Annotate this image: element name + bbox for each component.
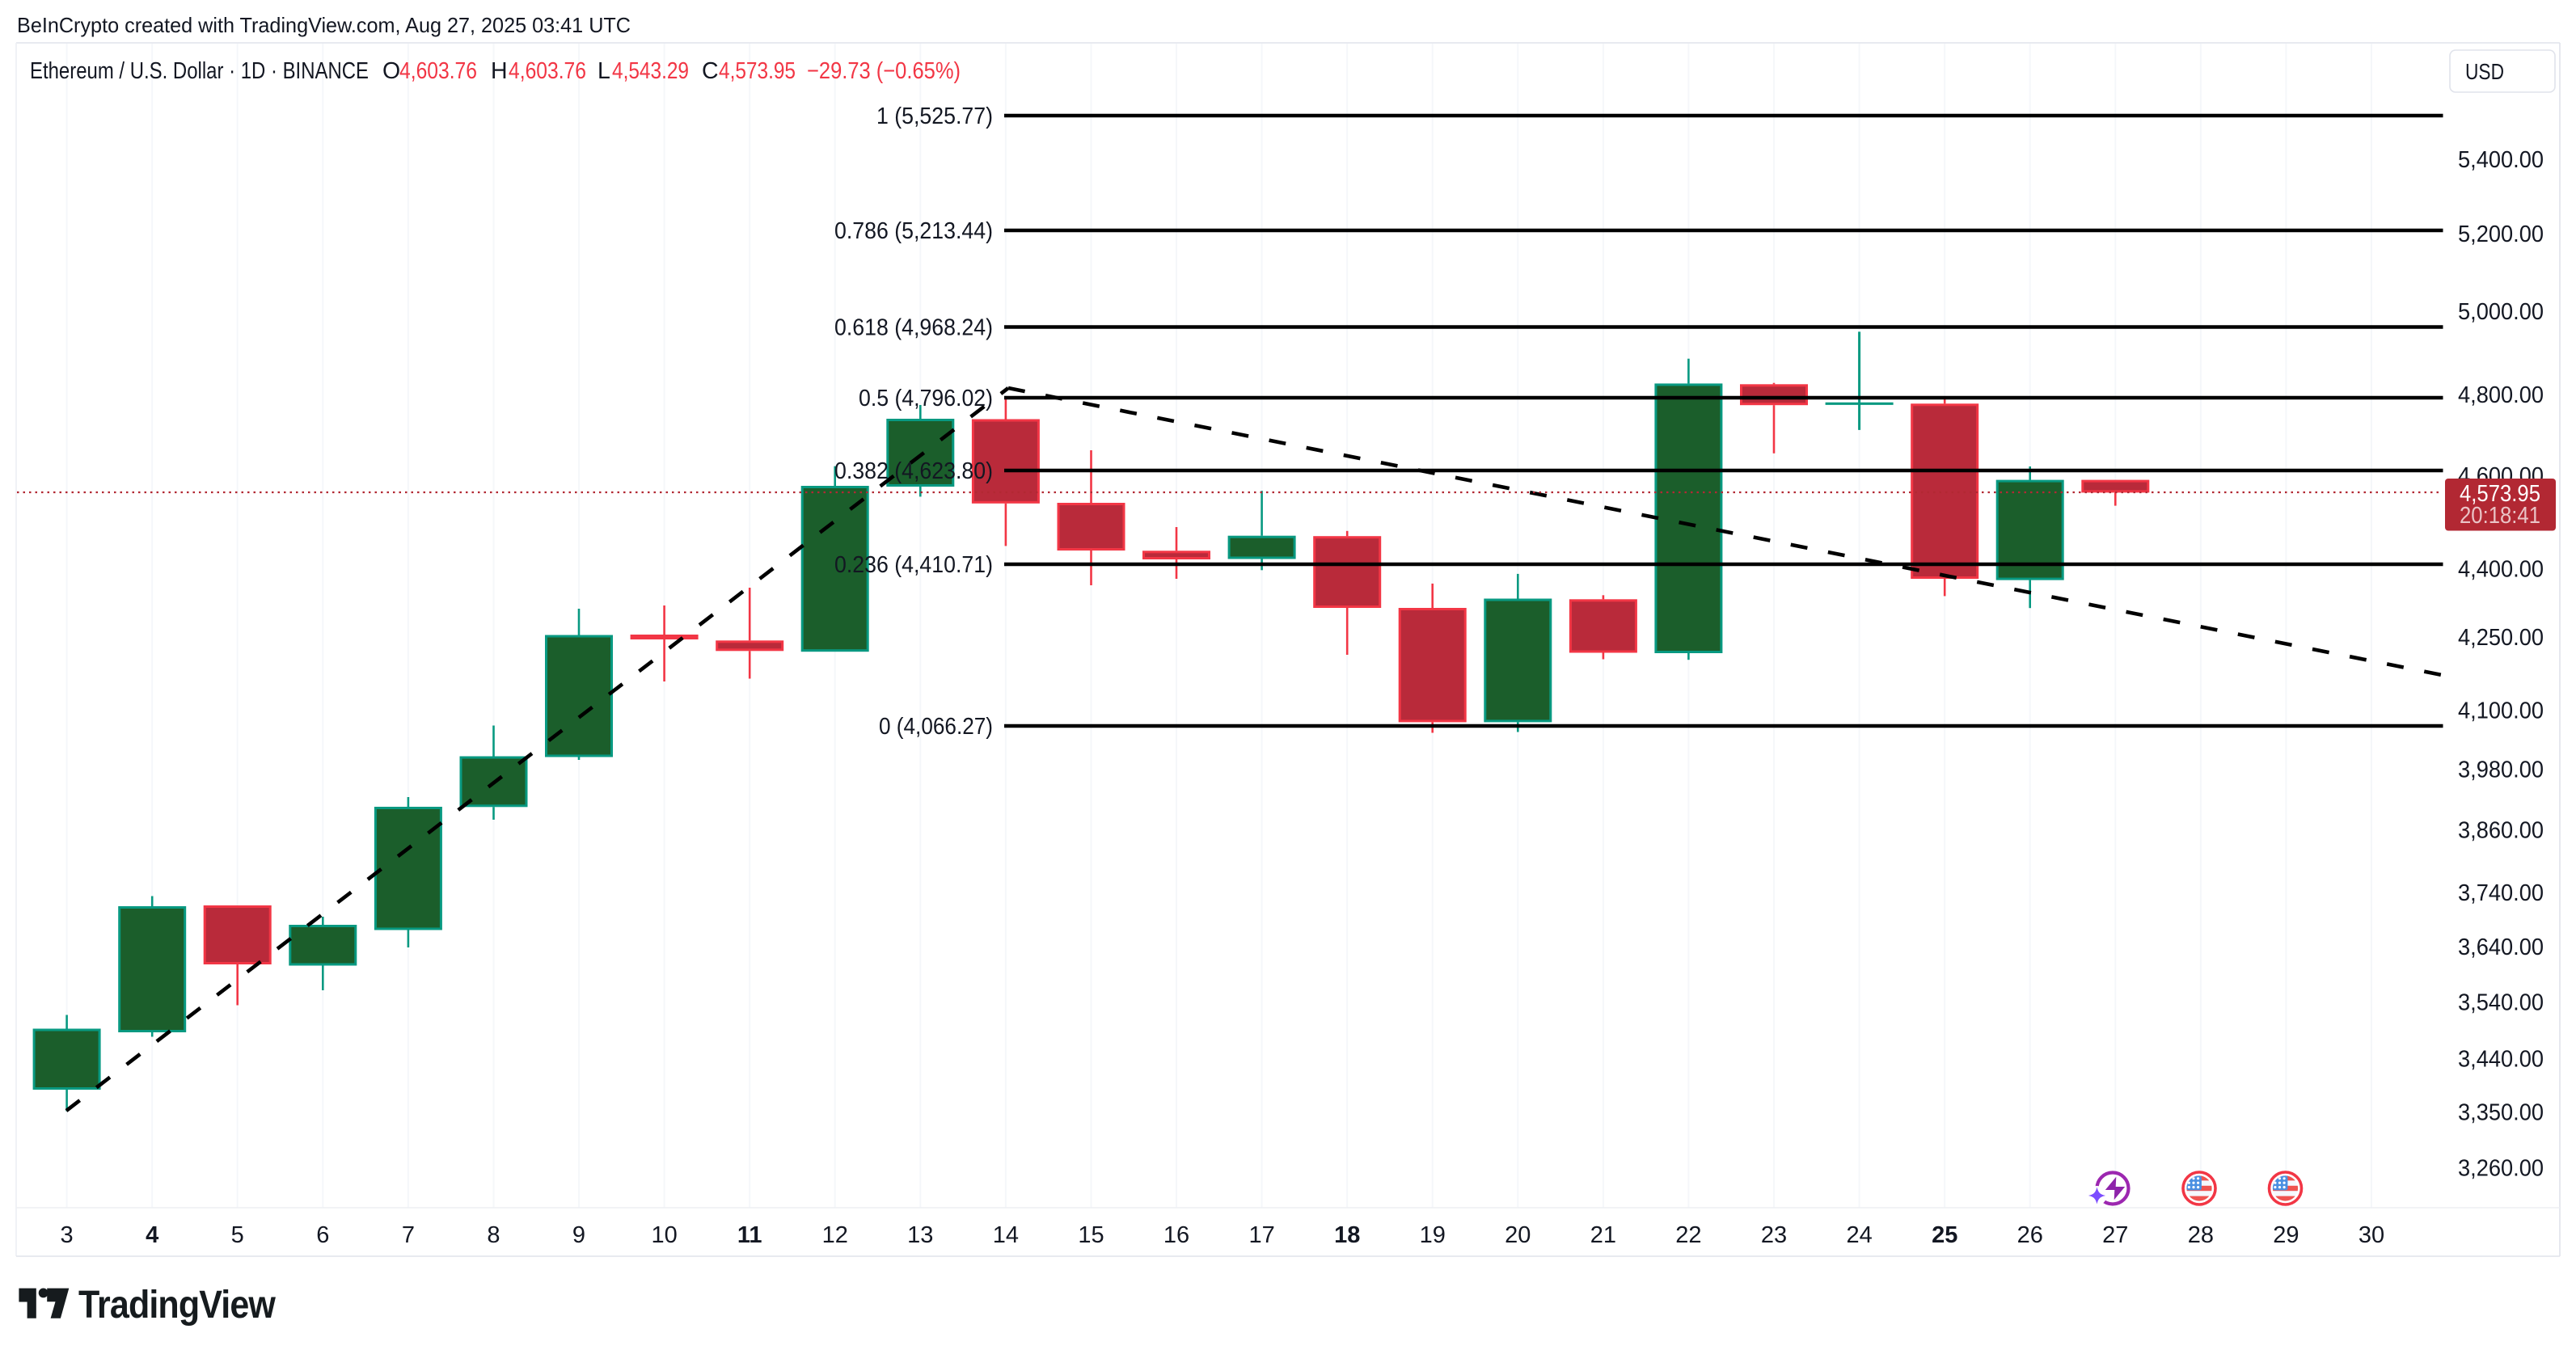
svg-text:USD: USD bbox=[2465, 59, 2504, 84]
svg-text:0.236 (4,410.71): 0.236 (4,410.71) bbox=[834, 552, 993, 578]
svg-text:23: 23 bbox=[1761, 1222, 1787, 1248]
svg-text:4,400.00: 4,400.00 bbox=[2458, 557, 2544, 583]
svg-text:19: 19 bbox=[1420, 1222, 1446, 1248]
svg-text:3,540.00: 3,540.00 bbox=[2458, 990, 2544, 1016]
svg-text:4: 4 bbox=[146, 1222, 158, 1248]
svg-text:4,603.76: 4,603.76 bbox=[399, 58, 477, 84]
svg-text:BeInCrypto created with Tradin: BeInCrypto created with TradingView.com,… bbox=[17, 13, 631, 37]
svg-text:1 (5,525.77): 1 (5,525.77) bbox=[876, 103, 993, 129]
svg-text:O: O bbox=[382, 58, 400, 84]
svg-text:4,603.76: 4,603.76 bbox=[509, 58, 586, 84]
svg-text:5,400.00: 5,400.00 bbox=[2458, 147, 2544, 173]
svg-text:0 (4,066.27): 0 (4,066.27) bbox=[879, 714, 993, 740]
svg-text:30: 30 bbox=[2359, 1222, 2384, 1248]
svg-text:0.786 (5,213.44): 0.786 (5,213.44) bbox=[834, 218, 993, 244]
svg-text:22: 22 bbox=[1675, 1222, 1701, 1248]
svg-text:11: 11 bbox=[737, 1222, 762, 1248]
svg-text:21: 21 bbox=[1590, 1222, 1616, 1248]
svg-text:17: 17 bbox=[1248, 1222, 1274, 1248]
svg-text:3,440.00: 3,440.00 bbox=[2458, 1047, 2544, 1073]
svg-text:0.382 (4,623.80): 0.382 (4,623.80) bbox=[834, 458, 993, 484]
svg-text:H: H bbox=[491, 58, 508, 84]
svg-text:7: 7 bbox=[402, 1222, 415, 1248]
svg-text:Ethereum / U.S. Dollar · 1D ·: Ethereum / U.S. Dollar · 1D · BINANCE bbox=[30, 58, 369, 84]
svg-text:0.5 (4,796.02): 0.5 (4,796.02) bbox=[859, 386, 993, 411]
svg-text:8: 8 bbox=[487, 1222, 500, 1248]
svg-text:5: 5 bbox=[231, 1222, 244, 1248]
svg-text:3,640.00: 3,640.00 bbox=[2458, 934, 2544, 960]
svg-text:4,800.00: 4,800.00 bbox=[2458, 382, 2544, 408]
svg-text:C: C bbox=[702, 58, 719, 84]
svg-text:4,543.29: 4,543.29 bbox=[612, 58, 689, 84]
svg-text:4,250.00: 4,250.00 bbox=[2458, 625, 2544, 651]
svg-text:18: 18 bbox=[1334, 1222, 1360, 1248]
svg-text:14: 14 bbox=[993, 1222, 1019, 1248]
svg-text:3,740.00: 3,740.00 bbox=[2458, 880, 2544, 906]
svg-text:26: 26 bbox=[2017, 1222, 2043, 1248]
svg-text:−29.73 (−0.65%): −29.73 (−0.65%) bbox=[807, 58, 961, 84]
svg-text:3,980.00: 3,980.00 bbox=[2458, 757, 2544, 783]
svg-text:3,350.00: 3,350.00 bbox=[2458, 1100, 2544, 1126]
svg-text:3,860.00: 3,860.00 bbox=[2458, 818, 2544, 844]
svg-text:0.618 (4,968.24): 0.618 (4,968.24) bbox=[834, 315, 993, 341]
svg-text:5,200.00: 5,200.00 bbox=[2458, 221, 2544, 247]
svg-text:3: 3 bbox=[61, 1222, 74, 1248]
svg-text:29: 29 bbox=[2273, 1222, 2299, 1248]
svg-text:12: 12 bbox=[822, 1222, 848, 1248]
svg-text:3,260.00: 3,260.00 bbox=[2458, 1156, 2544, 1182]
svg-text:4,573.95: 4,573.95 bbox=[719, 58, 796, 84]
svg-text:10: 10 bbox=[651, 1222, 677, 1248]
svg-text:27: 27 bbox=[2102, 1222, 2128, 1248]
svg-text:20:18:41: 20:18:41 bbox=[2460, 503, 2540, 529]
svg-text:20: 20 bbox=[1505, 1222, 1531, 1248]
svg-text:28: 28 bbox=[2188, 1222, 2214, 1248]
svg-text:16: 16 bbox=[1163, 1222, 1189, 1248]
svg-text:L: L bbox=[598, 58, 610, 84]
svg-text:15: 15 bbox=[1078, 1222, 1104, 1248]
svg-text:TradingView: TradingView bbox=[78, 1283, 276, 1327]
svg-text:4,100.00: 4,100.00 bbox=[2458, 698, 2544, 724]
svg-text:24: 24 bbox=[1846, 1222, 1872, 1248]
svg-text:6: 6 bbox=[316, 1222, 329, 1248]
svg-text:4,573.95: 4,573.95 bbox=[2460, 481, 2540, 507]
svg-text:9: 9 bbox=[572, 1222, 585, 1248]
svg-text:5,000.00: 5,000.00 bbox=[2458, 299, 2544, 325]
svg-text:13: 13 bbox=[907, 1222, 933, 1248]
svg-text:25: 25 bbox=[1932, 1222, 1957, 1248]
